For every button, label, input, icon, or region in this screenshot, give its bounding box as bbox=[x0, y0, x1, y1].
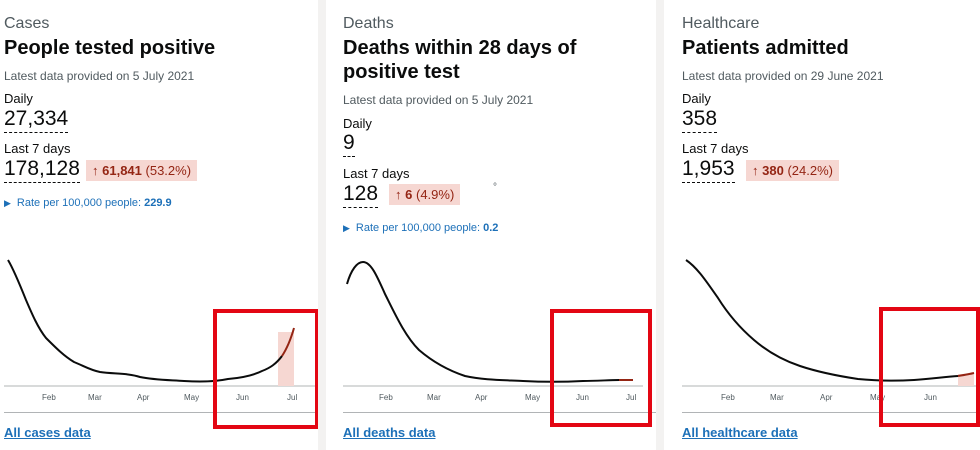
all-deaths-link[interactable]: All deaths data bbox=[343, 425, 436, 440]
recent-area bbox=[278, 332, 294, 386]
card-category: Deaths bbox=[343, 15, 394, 32]
change-value: 61,841 bbox=[102, 163, 142, 178]
month-tick: Jul bbox=[626, 393, 636, 402]
week-value[interactable]: 1,953 bbox=[682, 157, 735, 183]
change-badge: ↑ 61,841 (53.2%) bbox=[86, 160, 198, 181]
annotation-box bbox=[550, 309, 652, 427]
up-arrow-icon: ↑ bbox=[395, 187, 402, 202]
daily-value[interactable]: 27,334 bbox=[4, 107, 69, 133]
up-arrow-icon: ↑ bbox=[752, 163, 759, 178]
card-title: Patients admitted bbox=[682, 37, 849, 59]
card-title: People tested positive bbox=[4, 37, 216, 59]
change-badge: ↑ 380 (24.2%) bbox=[746, 160, 839, 181]
month-tick: Jun bbox=[236, 393, 249, 402]
healthcare-chart: Feb Mar Apr May Jun bbox=[682, 259, 980, 402]
updated-text: Latest data provided on 29 June 2021 bbox=[682, 69, 884, 83]
daily-value[interactable]: 358 bbox=[682, 107, 718, 133]
month-tick: Feb bbox=[42, 393, 56, 402]
rate-value: 0.2 bbox=[483, 222, 499, 234]
month-tick: May bbox=[870, 393, 885, 402]
month-tick: Jun bbox=[924, 393, 937, 402]
divider bbox=[343, 412, 656, 413]
cases-recent-line bbox=[281, 327, 295, 357]
week-label: Last 7 days bbox=[4, 141, 71, 156]
all-healthcare-link[interactable]: All healthcare data bbox=[682, 425, 798, 440]
admissions-line bbox=[685, 259, 959, 382]
cases-line bbox=[7, 259, 283, 383]
month-tick: Apr bbox=[475, 393, 488, 402]
updated-text: Latest data provided on 5 July 2021 bbox=[4, 69, 195, 83]
change-percent: (4.9%) bbox=[415, 187, 455, 202]
daily-label: Daily bbox=[343, 116, 372, 131]
rate-label: Rate per 100,000 people: bbox=[16, 197, 142, 209]
recent-area bbox=[958, 374, 974, 386]
divider bbox=[682, 412, 980, 413]
change-percent: (53.2%) bbox=[145, 163, 192, 178]
updated-text: Latest data provided on 5 July 2021 bbox=[343, 93, 534, 107]
up-arrow-icon: ↑ bbox=[92, 163, 99, 178]
cases-chart: Feb Mar Apr May Jun Jul bbox=[4, 259, 318, 402]
card-title: Deaths within 28 days of positive test bbox=[343, 37, 577, 83]
divider bbox=[4, 412, 318, 413]
rate-toggle[interactable]: ▶ Rate per 100,000 people: 0.2 bbox=[343, 222, 498, 234]
all-cases-link[interactable]: All cases data bbox=[4, 425, 91, 440]
rate-toggle[interactable]: ▶ Rate per 100,000 people: 229.9 bbox=[4, 197, 172, 209]
admissions-recent-line bbox=[957, 372, 975, 377]
change-percent: (24.2%) bbox=[787, 163, 833, 178]
month-tick: May bbox=[184, 393, 199, 402]
healthcare-card: Healthcare Patients admitted Latest data… bbox=[664, 0, 980, 450]
week-value[interactable]: 128 bbox=[343, 182, 379, 208]
month-tick: Apr bbox=[137, 393, 150, 402]
daily-label: Daily bbox=[682, 91, 711, 106]
week-value[interactable]: 178,128 bbox=[4, 157, 80, 183]
change-value: 6 bbox=[405, 187, 413, 202]
change-badge: ↑ 6 (4.9%) bbox=[389, 184, 461, 205]
week-label: Last 7 days bbox=[343, 166, 410, 181]
annotation-box bbox=[879, 307, 980, 427]
month-tick: Mar bbox=[88, 393, 102, 402]
daily-label: Daily bbox=[4, 91, 33, 106]
annotation-box bbox=[213, 309, 318, 429]
rate-label: Rate per 100,000 people: bbox=[355, 222, 481, 234]
cases-card: Cases People tested positive Latest data… bbox=[0, 0, 318, 450]
month-tick: Feb bbox=[379, 393, 393, 402]
month-tick: Feb bbox=[721, 393, 735, 402]
deaths-line bbox=[346, 260, 620, 383]
expand-triangle-icon: ▶ bbox=[343, 223, 350, 233]
daily-value[interactable]: 9 bbox=[343, 131, 355, 157]
month-tick: Jul bbox=[287, 393, 297, 402]
card-category: Cases bbox=[4, 15, 50, 32]
month-tick: Mar bbox=[427, 393, 441, 402]
month-tick: Jun bbox=[576, 393, 589, 402]
month-tick: Apr bbox=[820, 393, 833, 402]
degree-mark: ° bbox=[493, 182, 497, 193]
deaths-chart: Feb Mar Apr May Jun Jul bbox=[343, 260, 643, 402]
month-tick: Mar bbox=[770, 393, 784, 402]
change-value: 380 bbox=[762, 163, 784, 178]
month-tick: May bbox=[525, 393, 540, 402]
rate-value: 229.9 bbox=[144, 197, 172, 209]
expand-triangle-icon: ▶ bbox=[4, 198, 11, 208]
card-category: Healthcare bbox=[682, 15, 760, 32]
deaths-card: Deaths Deaths within 28 days of positive… bbox=[326, 0, 656, 450]
week-label: Last 7 days bbox=[682, 141, 749, 156]
